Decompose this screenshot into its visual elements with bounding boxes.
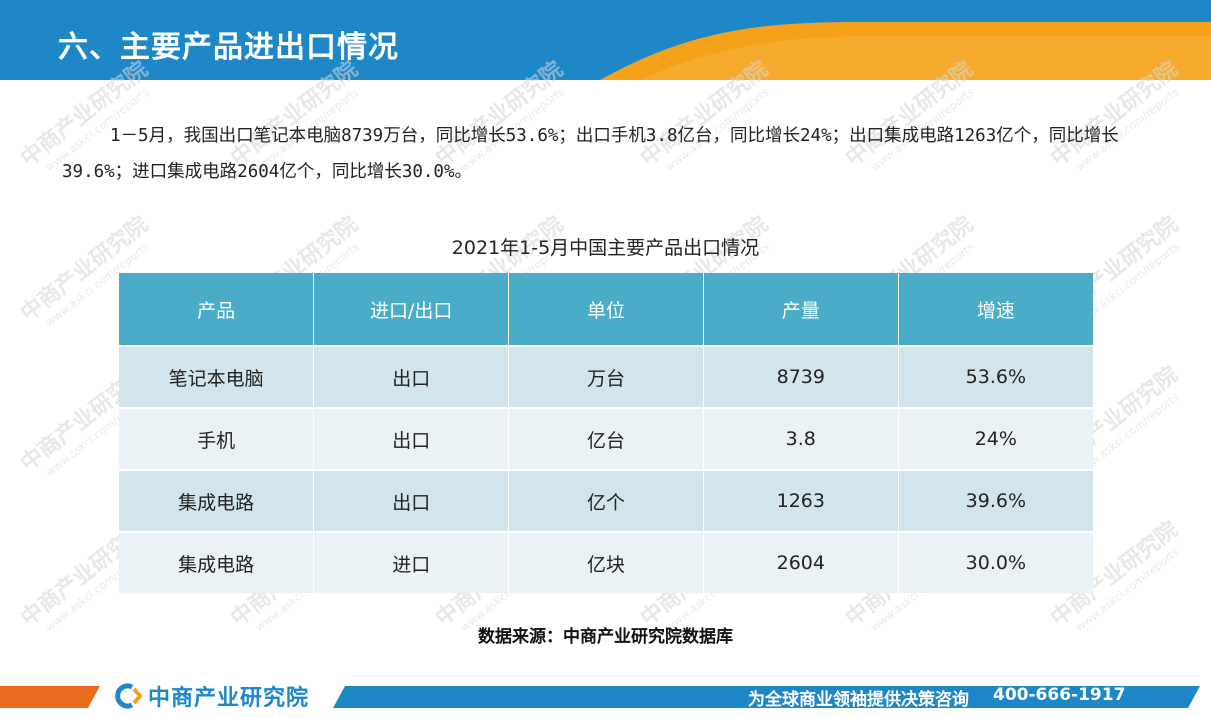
table-cell: 2604: [703, 531, 899, 593]
column-header: 产品: [119, 273, 315, 346]
table-cell: 53.6%: [898, 345, 1093, 408]
page-title: 六、主要产品进出口情况: [58, 30, 399, 65]
header-bar: 六、主要产品进出口情况: [0, 0, 1211, 80]
logo-mark-icon: [115, 683, 142, 709]
footer-slogan: 为全球商业领袖提供决策咨询: [748, 690, 969, 710]
table-cell: 30.0%: [898, 531, 1093, 593]
table-row: 集成电路 出口 亿个 1263 39.6%: [119, 469, 1093, 532]
table-cell: 出口: [313, 407, 510, 470]
footer-phone: 400-666-1917: [993, 685, 1126, 705]
table-cell: 亿块: [508, 531, 704, 593]
table-row: 手机 出口 亿台 3.8 24%: [119, 407, 1093, 470]
table-cell: 集成电路: [119, 469, 315, 532]
data-table: 产品 进口/出口 单位 产量 增速 笔记本电脑 出口 万台 8739 53.6%…: [119, 273, 1093, 593]
data-source-note: 数据来源：中商产业研究院数据库: [478, 627, 733, 647]
table-cell: 39.6%: [898, 469, 1093, 532]
table-cell: 8739: [703, 345, 899, 408]
table-cell: 笔记本电脑: [119, 345, 315, 408]
table-cell: 24%: [898, 407, 1093, 470]
table-title: 2021年1-5月中国主要产品出口情况: [451, 237, 760, 259]
table-cell: 出口: [313, 469, 510, 532]
table-cell: 亿台: [508, 407, 704, 470]
table-cell: 出口: [313, 345, 510, 408]
summary-paragraph: 1－5月，我国出口笔记本电脑8739万台，同比增长53.6%；出口手机3.8亿台…: [62, 126, 1119, 182]
footer-bar: [0, 678, 1211, 718]
table-cell: 1263: [703, 469, 899, 532]
table-cell: 3.8: [703, 407, 899, 470]
table-row: 笔记本电脑 出口 万台 8739 53.6%: [119, 345, 1093, 408]
table-row: 集成电路 进口 亿块 2604 30.0%: [119, 531, 1093, 593]
footer-shape: [0, 686, 1200, 708]
header-shape: [0, 0, 1211, 80]
column-header: 进口/出口: [313, 273, 510, 346]
logo-text: 中商产业研究院: [148, 686, 310, 711]
table-cell: 集成电路: [119, 531, 315, 593]
column-header: 产量: [703, 273, 899, 346]
company-logo: 中商产业研究院: [112, 682, 310, 711]
table-cell: 手机: [119, 407, 315, 470]
column-header: 单位: [508, 273, 704, 346]
table-header-row: 产品 进口/出口 单位 产量 增速: [119, 273, 1093, 346]
table-cell: 进口: [313, 531, 510, 593]
table-cell: 万台: [508, 345, 704, 408]
table-cell: 亿个: [508, 469, 704, 532]
column-header: 增速: [898, 273, 1093, 346]
